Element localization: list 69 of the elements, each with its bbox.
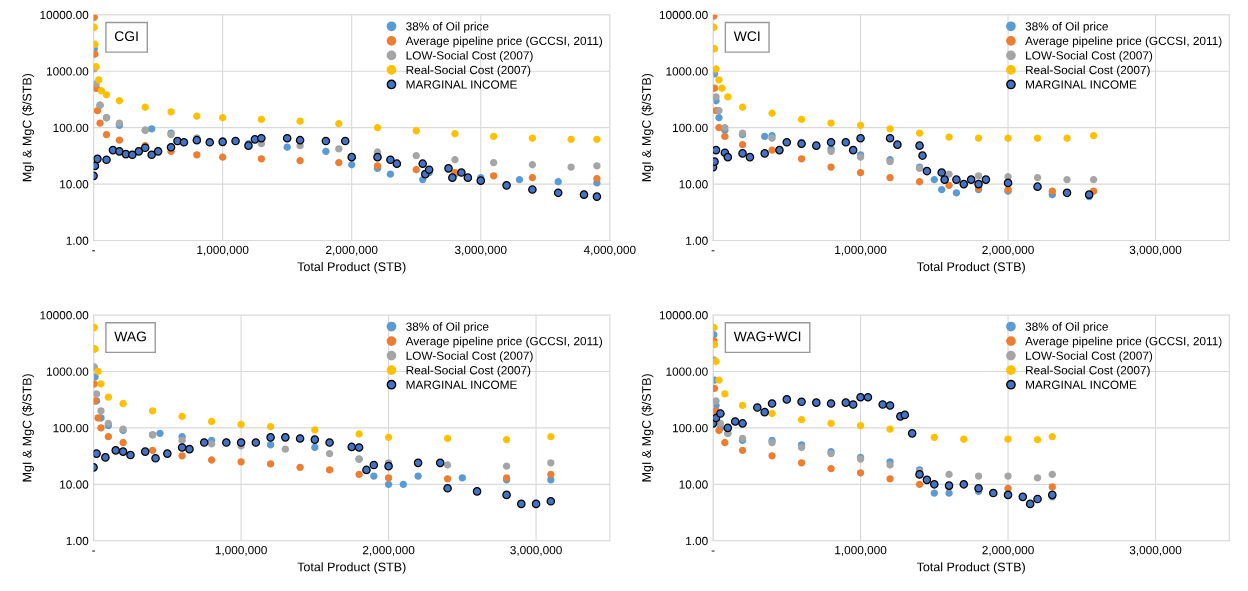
x-tick-label: 1,000,000 (835, 245, 887, 256)
legend-label: MARGINAL INCOME (406, 80, 517, 89)
x-tick-label: 1,000,000 (215, 545, 267, 556)
x-tick-label: 2,000,000 (982, 245, 1034, 256)
y-tick-label: 100.00 (673, 123, 708, 133)
y-tick-label: 100.00 (53, 123, 89, 133)
legend-label: Average pipeline price (GCCSI, 2011) (1025, 336, 1222, 348)
y-tick-label: 10.00 (679, 180, 708, 189)
y-tick-label: 10000.00 (40, 10, 89, 20)
y-tick-label: 1.00 (686, 536, 708, 546)
y-tick-label: 1.00 (66, 236, 89, 245)
legend-label: Real-Social Cost (2007) (1026, 365, 1150, 377)
y-tick-label: 10000.00 (659, 10, 708, 20)
y-tick-label: 1000.00 (666, 67, 708, 76)
x-tick-label: 2,000,000 (326, 245, 378, 256)
x-tick-label: 3,000,000 (1129, 545, 1182, 556)
y-tick-label: 1.00 (686, 236, 708, 245)
legend-label: 38% of Oil price (1025, 21, 1108, 33)
x-tick-label: 3,000,000 (510, 545, 562, 556)
y-tick-label: 1000.00 (666, 367, 708, 376)
x-tick-label: 1,000,000 (197, 245, 249, 256)
legend-label: Real-Social Cost (2007) (1026, 65, 1150, 77)
y-axis-title: MgI & MgC ($/STB) (22, 374, 34, 482)
y-tick-label: 10.00 (679, 480, 708, 489)
y-axis-title: MgI & MgC ($/STB) (641, 73, 654, 182)
x-tick-label: 2,000,000 (362, 545, 415, 556)
legend-label: Average pipeline price (GCCSI, 2011) (405, 36, 603, 48)
y-tick-label: 100.00 (53, 423, 89, 433)
x-tick-label: 2,000,000 (982, 545, 1034, 556)
x-tick-label: - (92, 250, 96, 252)
x-tick-label: 3,000,000 (454, 245, 507, 256)
legend-label: Real-Social Cost (2007) (406, 65, 531, 77)
text: WCI (733, 31, 760, 42)
x-tick-label: 4,000,000 (583, 245, 636, 256)
legend-label: 38% of Oil price (406, 21, 489, 33)
y-axis-title: MgI & MgC ($/STB) (641, 374, 654, 482)
legend-label: 38% of Oil price (1025, 322, 1108, 334)
text: WAG (114, 331, 146, 342)
legend-label: MARGINAL INCOME (406, 380, 517, 389)
x-tick-label: 1,000,000 (835, 545, 887, 556)
y-tick-label: 1.00 (66, 536, 89, 546)
y-tick-label: 10.00 (60, 480, 89, 489)
legend-label: Average pipeline price (GCCSI, 2011) (1025, 36, 1222, 48)
x-tick-label: - (92, 550, 96, 552)
x-axis-title: Total Product (STB) (297, 562, 406, 574)
legend-label: LOW-Social Cost (2007) (1026, 50, 1153, 62)
text: CGI (114, 31, 138, 42)
legend-label: LOW-Social Cost (2007) (406, 50, 533, 62)
legend-label: MARGINAL INCOME (1026, 80, 1137, 89)
x-axis-title: Total Product (STB) (916, 261, 1025, 274)
legend-label: LOW-Social Cost (2007) (406, 351, 533, 363)
legend-label: MARGINAL INCOME (1026, 380, 1137, 389)
legend-label: Average pipeline price (GCCSI, 2011) (405, 336, 603, 348)
x-tick-label: - (711, 250, 715, 252)
legend-label: 38% of Oil price (406, 322, 489, 334)
x-tick-label: - (711, 550, 715, 552)
y-tick-label: 10000.00 (659, 311, 708, 320)
y-tick-label: 1000.00 (46, 67, 89, 76)
legend-label: Real-Social Cost (2007) (406, 365, 531, 377)
x-axis-title: Total Product (STB) (916, 562, 1025, 574)
y-tick-label: 100.00 (673, 423, 708, 433)
legend-label: LOW-Social Cost (2007) (1026, 351, 1153, 363)
y-tick-label: 10.00 (60, 180, 89, 189)
text: WAG+WCI (733, 331, 801, 342)
x-tick-label: 3,000,000 (1129, 245, 1182, 256)
x-axis-title: Total Product (STB) (297, 261, 406, 274)
y-tick-label: 10000.00 (40, 311, 89, 320)
y-tick-label: 1000.00 (46, 367, 89, 376)
y-axis-title: MgI & MgC ($/STB) (22, 73, 34, 182)
